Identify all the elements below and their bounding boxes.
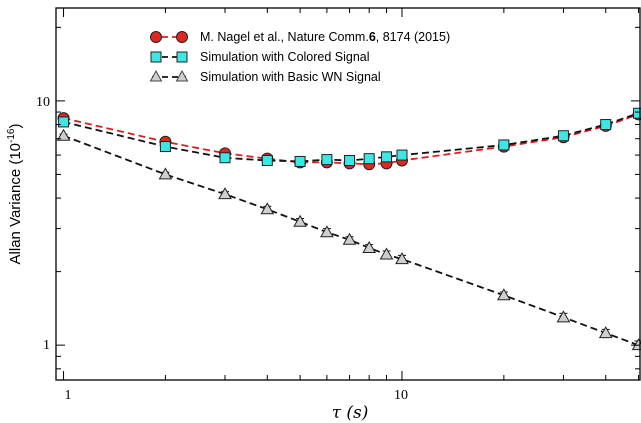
data-point-wn	[496, 288, 511, 301]
legend-item-wn: Simulation with Basic WN Signal	[149, 69, 381, 84]
legend-label-colored: Simulation with Colored Signal	[200, 50, 370, 64]
legend-label-nagel-volume: 6	[369, 30, 376, 44]
y-axis-label-close: )	[7, 124, 24, 129]
series-lines	[63, 112, 639, 347]
x-tick-label-10: 10	[394, 388, 408, 403]
legend: M. Nagel et al., Nature Comm.6, 8174 (20…	[149, 30, 450, 84]
legend-marker-wn-right	[175, 69, 189, 82]
data-point-colored	[363, 153, 375, 165]
data-point-wn	[320, 225, 334, 238]
x-axis-label: τ (s)	[332, 403, 369, 423]
legend-item-nagel: M. Nagel et al., Nature Comm.6, 8174 (20…	[150, 30, 450, 44]
legend-label-wn: Simulation with Basic WN Signal	[200, 70, 381, 84]
data-point-colored	[219, 152, 231, 164]
legend-item-colored: Simulation with Colored Signal	[150, 50, 370, 64]
data-point-wn	[362, 240, 377, 253]
legend-marker-nagel-right	[176, 31, 188, 43]
data-point-wn	[598, 326, 613, 339]
data-point-wn	[631, 338, 641, 351]
data-point-wn	[218, 187, 232, 200]
data-point-colored	[633, 107, 641, 119]
series-line-wn	[63, 134, 639, 347]
data-point-wn	[556, 310, 571, 323]
y-tick-label-10: 10	[36, 95, 50, 110]
data-point-wn	[395, 252, 409, 265]
data-point-colored	[380, 151, 392, 163]
legend-label-nagel-part1: M. Nagel et al., Nature Comm.	[200, 30, 369, 44]
data-point-colored	[498, 139, 510, 151]
data-point-wn	[379, 247, 394, 260]
y-axis-label: Allan Variance (10-16)	[6, 124, 24, 265]
data-point-colored	[261, 155, 273, 167]
series-line-colored	[63, 112, 639, 163]
data-markers	[56, 107, 641, 351]
data-point-colored	[294, 155, 306, 167]
y-axis-label-exponent: -16	[6, 128, 17, 143]
y-tick-label-1: 1	[43, 338, 50, 353]
plot-frame	[55, 7, 641, 381]
legend-marker-colored-left	[150, 51, 162, 63]
series-line-nagel	[63, 113, 639, 166]
data-point-wn	[158, 167, 173, 180]
data-point-colored	[321, 154, 333, 166]
legend-marker-wn-left	[149, 69, 163, 82]
data-point-colored	[58, 116, 70, 128]
data-point-wn	[260, 202, 275, 215]
legend-marker-colored-right	[176, 51, 188, 63]
data-point-colored	[159, 141, 171, 153]
axis-ticks	[56, 8, 640, 380]
legend-marker-nagel-left	[150, 31, 162, 43]
data-point-colored	[396, 149, 408, 161]
data-point-colored	[344, 155, 356, 167]
x-tick-label-1: 1	[65, 388, 72, 403]
data-point-wn	[56, 128, 71, 141]
legend-label-nagel-part2: , 8174 (2015)	[376, 30, 450, 44]
data-point-colored	[557, 130, 569, 142]
data-point-wn	[293, 214, 307, 227]
data-point-wn	[342, 232, 357, 245]
y-axis-label-main: Allan Variance (10	[7, 143, 24, 264]
data-point-colored	[600, 119, 612, 131]
legend-label-nagel: M. Nagel et al., Nature Comm.6, 8174 (20…	[200, 30, 450, 44]
